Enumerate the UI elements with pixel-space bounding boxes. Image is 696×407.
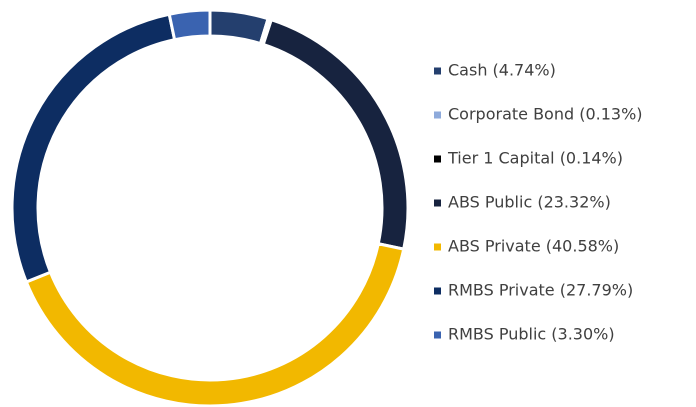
legend-swatch <box>434 199 441 207</box>
donut-slice <box>24 241 406 407</box>
legend-label: Tier 1 Capital (0.14%) <box>447 149 623 168</box>
legend-label: RMBS Public (3.30%) <box>448 325 615 344</box>
legend-swatch <box>434 243 441 251</box>
donut-slice <box>167 8 212 42</box>
donut-slice <box>261 17 410 251</box>
legend-label: Cash (4.74%) <box>448 61 556 80</box>
legend-swatch <box>434 287 441 295</box>
legend-label: Corporate Bond (0.13%) <box>448 105 643 124</box>
legend-swatch <box>434 67 441 75</box>
legend-label: ABS Public (23.32%) <box>448 193 611 212</box>
legend-label: ABS Private (40.58%) <box>448 237 619 256</box>
legend-swatch <box>434 331 441 339</box>
donut-slice <box>208 8 270 46</box>
legend-swatch <box>434 155 441 163</box>
legend-label: RMBS Private (27.79%) <box>448 281 633 300</box>
donut-slice <box>10 12 177 284</box>
legend-swatch <box>434 111 441 119</box>
